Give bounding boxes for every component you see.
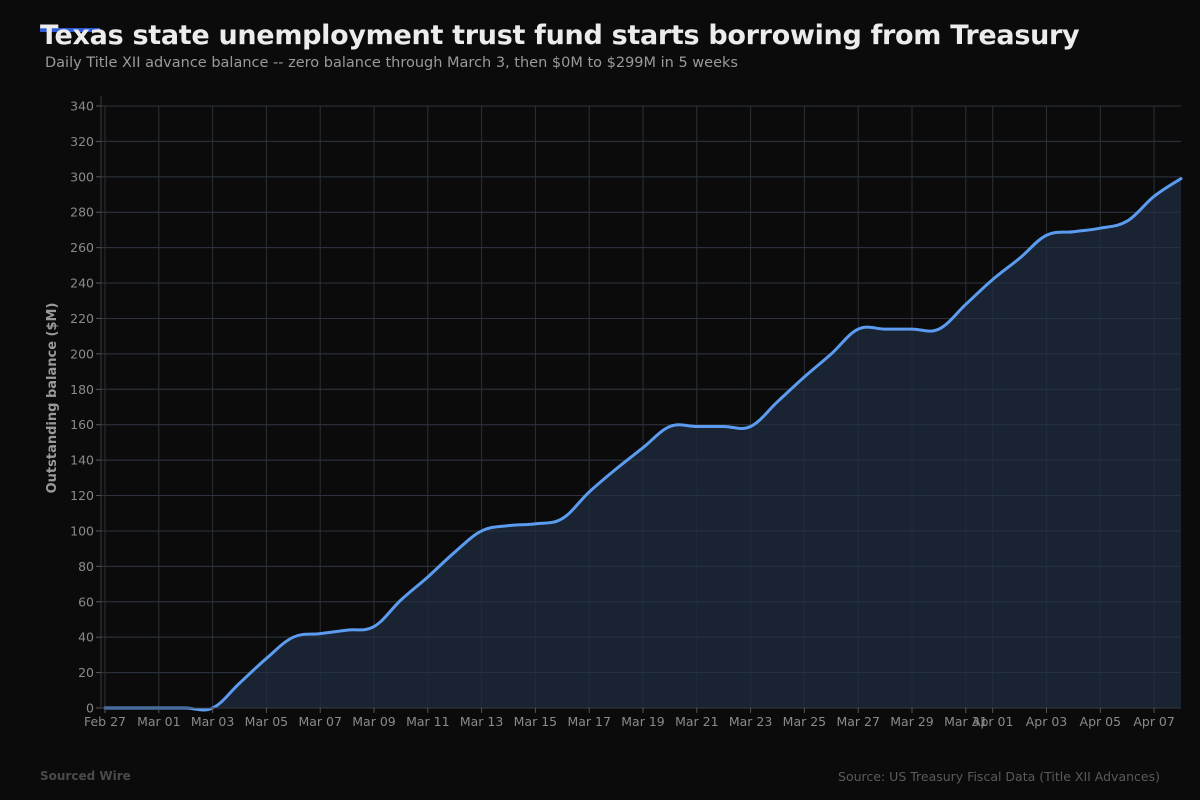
title-accent-bar [40, 28, 100, 32]
y-tick-label: 180 [70, 382, 94, 397]
x-tick-label: Apr 03 [1026, 714, 1068, 729]
x-tick-label: Mar 09 [352, 714, 396, 729]
x-tick-label: Feb 27 [84, 714, 126, 729]
y-tick-label: 160 [70, 417, 94, 432]
x-tick-label: Mar 19 [621, 714, 665, 729]
x-tick-label: Mar 03 [191, 714, 234, 729]
y-tick-label: 220 [70, 311, 94, 326]
chart-title: Texas state unemployment trust fund star… [40, 20, 1080, 51]
y-tick-label: 120 [70, 488, 94, 503]
x-tick-label: Mar 15 [514, 714, 557, 729]
x-tick-label: Mar 27 [836, 714, 879, 729]
x-tick-label: Mar 05 [245, 714, 288, 729]
balance-line [103, 177, 1183, 712]
y-tick-label: 260 [70, 240, 94, 255]
y-tick-label: 200 [70, 346, 94, 361]
y-tick-label: 320 [70, 134, 94, 149]
x-tick-label: Mar 21 [675, 714, 718, 729]
x-tick-label: Apr 05 [1080, 714, 1122, 729]
y-axis-label: Outstanding balance ($M) [45, 303, 60, 494]
y-tick-label: 280 [70, 205, 94, 220]
y-tick-label: 40 [78, 630, 94, 645]
y-tick-label: 340 [70, 99, 94, 114]
y-tick-label: 80 [78, 559, 94, 574]
y-tick-label: 240 [70, 276, 94, 291]
brand-label: Sourced Wire [40, 769, 131, 783]
x-tick-label: Mar 13 [460, 714, 503, 729]
x-tick-label: Mar 25 [783, 714, 826, 729]
area-fill [101, 105, 1183, 712]
chart-subtitle: Daily Title XII advance balance -- zero … [45, 55, 738, 71]
source-label: Source: US Treasury Fiscal Data (Title X… [838, 769, 1160, 784]
y-tick-label: 140 [70, 453, 94, 468]
x-tick-label: Mar 29 [890, 714, 934, 729]
x-tick-label: Mar 31 [944, 714, 987, 729]
x-tick-label: Mar 11 [406, 714, 449, 729]
x-axis-ticks: Feb 27 Mar 01 Mar 03 Mar 05 Mar 07 Mar 09 Mar … [84, 708, 1175, 729]
y-axis-ticks: 0 20 40 60 80 100 120 140 160 180 200 220 240 260 280 3… [70, 99, 101, 716]
x-tick-label: Mar 07 [298, 714, 341, 729]
x-tick-label: Apr 07 [1133, 714, 1175, 729]
x-tick-label: Mar 23 [729, 714, 772, 729]
area-fill-shape [105, 178, 1181, 710]
y-tick-label: 100 [70, 523, 94, 538]
x-tick-label: Apr 01 [972, 714, 1014, 729]
y-tick-label: 300 [70, 169, 94, 184]
x-tick-label: Mar 01 [137, 714, 180, 729]
y-tick-label: 20 [78, 665, 94, 680]
y-tick-label: 60 [78, 594, 94, 609]
axes [100, 96, 1181, 709]
area-chart: 0 20 40 60 80 100 120 140 160 180 200 220 240 260 280 3… [45, 96, 1183, 729]
x-tick-label: Mar 17 [567, 714, 610, 729]
y-tick-label: 0 [86, 701, 94, 716]
